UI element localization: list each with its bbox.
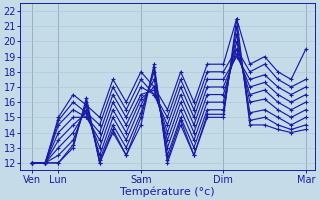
X-axis label: Température (°c): Température (°c): [120, 186, 215, 197]
